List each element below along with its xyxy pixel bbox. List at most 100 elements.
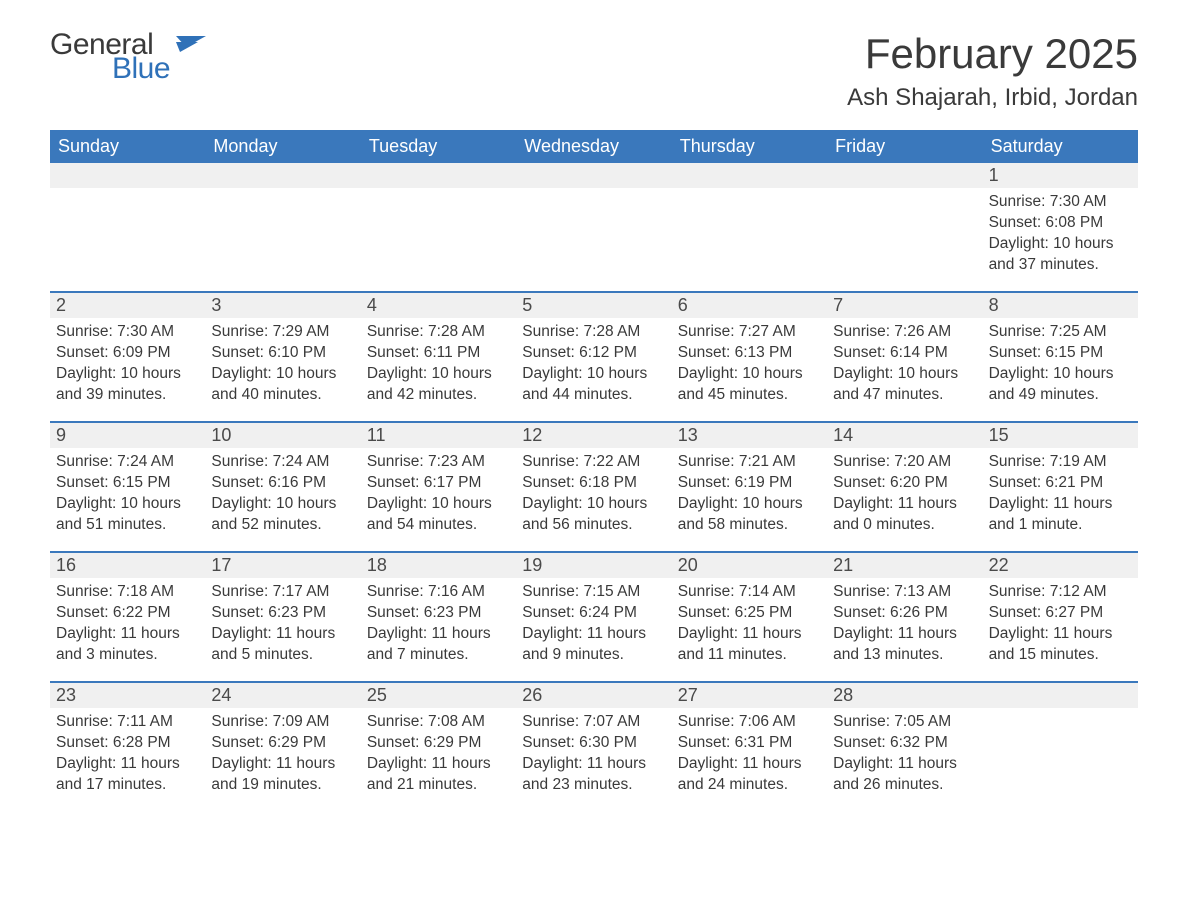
header: General Blue February 2025 Ash Shajarah,…	[50, 30, 1138, 112]
day-body: Sunrise: 7:06 AMSunset: 6:31 PMDaylight:…	[672, 708, 827, 798]
day-body: Sunrise: 7:28 AMSunset: 6:11 PMDaylight:…	[361, 318, 516, 408]
daylight-text: Daylight: 11 hours and 17 minutes.	[56, 754, 199, 796]
sunrise-text: Sunrise: 7:24 AM	[211, 452, 354, 473]
day-body: Sunrise: 7:21 AMSunset: 6:19 PMDaylight:…	[672, 448, 827, 538]
sunset-text: Sunset: 6:29 PM	[367, 733, 510, 754]
calendar-body: 1Sunrise: 7:30 AMSunset: 6:08 PMDaylight…	[50, 163, 1138, 811]
daylight-text: Daylight: 10 hours and 47 minutes.	[833, 364, 976, 406]
sunset-text: Sunset: 6:15 PM	[989, 343, 1132, 364]
flag-icon	[176, 36, 206, 58]
day-cell: 18Sunrise: 7:16 AMSunset: 6:23 PMDayligh…	[361, 553, 516, 681]
sunset-text: Sunset: 6:29 PM	[211, 733, 354, 754]
daylight-text: Daylight: 10 hours and 42 minutes.	[367, 364, 510, 406]
brand-word-2: Blue	[112, 54, 170, 84]
sunrise-text: Sunrise: 7:30 AM	[56, 322, 199, 343]
sunrise-text: Sunrise: 7:24 AM	[56, 452, 199, 473]
day-number-strip	[827, 163, 982, 188]
sunset-text: Sunset: 6:11 PM	[367, 343, 510, 364]
day-cell: 28Sunrise: 7:05 AMSunset: 6:32 PMDayligh…	[827, 683, 982, 811]
daylight-text: Daylight: 11 hours and 3 minutes.	[56, 624, 199, 666]
daylight-text: Daylight: 10 hours and 49 minutes.	[989, 364, 1132, 406]
day-cell: 4Sunrise: 7:28 AMSunset: 6:11 PMDaylight…	[361, 293, 516, 421]
sunset-text: Sunset: 6:19 PM	[678, 473, 821, 494]
sunrise-text: Sunrise: 7:16 AM	[367, 582, 510, 603]
calendar-week-row: 23Sunrise: 7:11 AMSunset: 6:28 PMDayligh…	[50, 681, 1138, 811]
sunset-text: Sunset: 6:25 PM	[678, 603, 821, 624]
calendar-week-row: 16Sunrise: 7:18 AMSunset: 6:22 PMDayligh…	[50, 551, 1138, 681]
day-number-strip: 11	[361, 423, 516, 448]
daylight-text: Daylight: 11 hours and 11 minutes.	[678, 624, 821, 666]
day-cell: 7Sunrise: 7:26 AMSunset: 6:14 PMDaylight…	[827, 293, 982, 421]
day-body: Sunrise: 7:13 AMSunset: 6:26 PMDaylight:…	[827, 578, 982, 668]
page-title: February 2025	[847, 30, 1138, 78]
daylight-text: Daylight: 10 hours and 54 minutes.	[367, 494, 510, 536]
sunset-text: Sunset: 6:15 PM	[56, 473, 199, 494]
sunset-text: Sunset: 6:23 PM	[211, 603, 354, 624]
weekday-header: Saturday	[983, 130, 1138, 163]
sunset-text: Sunset: 6:09 PM	[56, 343, 199, 364]
sunset-text: Sunset: 6:31 PM	[678, 733, 821, 754]
day-body: Sunrise: 7:26 AMSunset: 6:14 PMDaylight:…	[827, 318, 982, 408]
sunset-text: Sunset: 6:24 PM	[522, 603, 665, 624]
day-body: Sunrise: 7:28 AMSunset: 6:12 PMDaylight:…	[516, 318, 671, 408]
day-cell	[516, 163, 671, 291]
calendar-week-row: 1Sunrise: 7:30 AMSunset: 6:08 PMDaylight…	[50, 163, 1138, 291]
daylight-text: Daylight: 10 hours and 58 minutes.	[678, 494, 821, 536]
sunrise-text: Sunrise: 7:20 AM	[833, 452, 976, 473]
sunset-text: Sunset: 6:28 PM	[56, 733, 199, 754]
sunset-text: Sunset: 6:26 PM	[833, 603, 976, 624]
day-cell	[983, 683, 1138, 811]
day-cell: 15Sunrise: 7:19 AMSunset: 6:21 PMDayligh…	[983, 423, 1138, 551]
daylight-text: Daylight: 11 hours and 5 minutes.	[211, 624, 354, 666]
title-block: February 2025 Ash Shajarah, Irbid, Jorda…	[847, 30, 1138, 112]
day-number-strip: 14	[827, 423, 982, 448]
sunrise-text: Sunrise: 7:13 AM	[833, 582, 976, 603]
weekday-header: Thursday	[672, 130, 827, 163]
sunset-text: Sunset: 6:16 PM	[211, 473, 354, 494]
day-number-strip: 9	[50, 423, 205, 448]
sunrise-text: Sunrise: 7:08 AM	[367, 712, 510, 733]
day-cell: 13Sunrise: 7:21 AMSunset: 6:19 PMDayligh…	[672, 423, 827, 551]
location-subtitle: Ash Shajarah, Irbid, Jordan	[847, 84, 1138, 112]
weekday-header: Friday	[827, 130, 982, 163]
day-number-strip: 1	[983, 163, 1138, 188]
day-cell	[672, 163, 827, 291]
day-body	[516, 188, 671, 194]
daylight-text: Daylight: 11 hours and 7 minutes.	[367, 624, 510, 666]
day-cell: 11Sunrise: 7:23 AMSunset: 6:17 PMDayligh…	[361, 423, 516, 551]
day-number-strip: 7	[827, 293, 982, 318]
daylight-text: Daylight: 10 hours and 39 minutes.	[56, 364, 199, 406]
day-number-strip	[983, 683, 1138, 708]
day-cell: 23Sunrise: 7:11 AMSunset: 6:28 PMDayligh…	[50, 683, 205, 811]
daylight-text: Daylight: 11 hours and 21 minutes.	[367, 754, 510, 796]
day-body	[672, 188, 827, 194]
daylight-text: Daylight: 10 hours and 52 minutes.	[211, 494, 354, 536]
daylight-text: Daylight: 11 hours and 9 minutes.	[522, 624, 665, 666]
day-number-strip	[361, 163, 516, 188]
sunrise-text: Sunrise: 7:19 AM	[989, 452, 1132, 473]
day-number-strip: 4	[361, 293, 516, 318]
day-cell	[205, 163, 360, 291]
day-number-strip: 3	[205, 293, 360, 318]
day-number-strip: 10	[205, 423, 360, 448]
day-body: Sunrise: 7:23 AMSunset: 6:17 PMDaylight:…	[361, 448, 516, 538]
daylight-text: Daylight: 11 hours and 0 minutes.	[833, 494, 976, 536]
day-body: Sunrise: 7:14 AMSunset: 6:25 PMDaylight:…	[672, 578, 827, 668]
calendar: Sunday Monday Tuesday Wednesday Thursday…	[50, 130, 1138, 811]
sunset-text: Sunset: 6:12 PM	[522, 343, 665, 364]
sunrise-text: Sunrise: 7:28 AM	[367, 322, 510, 343]
day-body: Sunrise: 7:08 AMSunset: 6:29 PMDaylight:…	[361, 708, 516, 798]
day-cell	[827, 163, 982, 291]
day-body: Sunrise: 7:17 AMSunset: 6:23 PMDaylight:…	[205, 578, 360, 668]
day-number-strip: 2	[50, 293, 205, 318]
day-body	[50, 188, 205, 194]
day-cell: 3Sunrise: 7:29 AMSunset: 6:10 PMDaylight…	[205, 293, 360, 421]
day-cell: 14Sunrise: 7:20 AMSunset: 6:20 PMDayligh…	[827, 423, 982, 551]
day-number-strip: 6	[672, 293, 827, 318]
day-body: Sunrise: 7:12 AMSunset: 6:27 PMDaylight:…	[983, 578, 1138, 668]
sunset-text: Sunset: 6:22 PM	[56, 603, 199, 624]
daylight-text: Daylight: 11 hours and 13 minutes.	[833, 624, 976, 666]
weekday-header: Monday	[205, 130, 360, 163]
sunrise-text: Sunrise: 7:09 AM	[211, 712, 354, 733]
day-number-strip: 25	[361, 683, 516, 708]
